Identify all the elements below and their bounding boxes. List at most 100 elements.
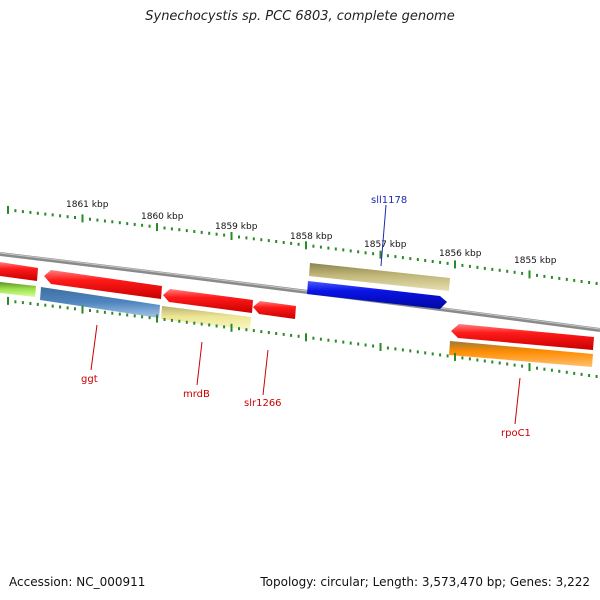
outer-scale-tick — [29, 210, 32, 214]
outer-scale-tick — [565, 277, 568, 281]
inner-scale-tick — [536, 366, 538, 370]
inner-scale-tick — [543, 367, 546, 371]
inner-scale-tick — [14, 300, 17, 304]
outer-scale-tick — [357, 250, 360, 254]
inner-scale-tick — [498, 361, 501, 365]
outer-scale-tick — [275, 240, 278, 243]
inner-scale-tick — [29, 302, 32, 305]
outer-scale-tick — [528, 270, 531, 279]
inner-scale-tick — [163, 318, 166, 321]
outer-scale-tick — [334, 247, 337, 251]
inner-scale-tick — [238, 327, 240, 331]
inner-scale-tick — [193, 321, 196, 325]
gene-label-slr1266[interactable]: slr1266 — [244, 398, 282, 409]
outer-scale-tick — [103, 219, 106, 223]
gene-rpoC1-arrow[interactable] — [451, 324, 594, 350]
gene-mrdB-feature-pale[interactable] — [161, 306, 251, 330]
genome-backbone-highlight — [0, 252, 600, 330]
outer-scale-tick — [51, 213, 54, 217]
outer-scale-tick — [96, 218, 99, 222]
inner-scale-tick — [282, 332, 285, 336]
outer-scale-tick — [208, 231, 211, 235]
inner-scale-tick — [476, 358, 479, 362]
outer-scale-tick — [59, 214, 62, 218]
outer-scale-tick — [118, 221, 121, 225]
outer-scale-tick — [595, 282, 598, 285]
inner-scale-tick — [439, 353, 442, 357]
gene-label-ggt[interactable]: ggt — [81, 374, 98, 385]
inner-scale-tick — [342, 340, 345, 344]
inner-scale-tick — [223, 325, 226, 329]
outer-scale-tick — [290, 241, 293, 245]
outer-scale-tick — [230, 232, 233, 240]
outer-scale-tick — [439, 260, 442, 264]
outer-scale-tick — [513, 270, 516, 274]
inner-scale-tick — [364, 343, 367, 347]
inner-scale-tick — [118, 312, 121, 316]
inner-scale-tick — [565, 370, 568, 374]
gene-sll1178-arrow[interactable] — [307, 281, 447, 309]
gene-rpoC1-feature-orange[interactable] — [449, 341, 593, 367]
outer-scale-tick — [156, 223, 158, 232]
inner-scale-tick — [66, 306, 69, 310]
gene-left-edge-feature-lime[interactable] — [0, 282, 36, 297]
inner-scale-tick — [111, 311, 114, 315]
outer-scale-tick — [349, 249, 352, 253]
outer-scale-tick — [498, 268, 501, 272]
outer-scale-tick — [148, 224, 151, 228]
gene-mrdB-arrow[interactable] — [163, 289, 253, 313]
outer-scale-tick — [424, 259, 427, 262]
outer-scale-tick — [327, 246, 330, 250]
outer-scale-tick — [200, 230, 203, 234]
inner-scale-tick — [319, 337, 322, 341]
topology-text: Topology: circular; Length: 3,573,470 bp… — [260, 575, 590, 589]
genome-backbone — [0, 252, 600, 332]
outer-scale-tick — [21, 210, 24, 214]
outer-scale-tick — [431, 260, 434, 263]
gene-ggt-arrow[interactable] — [44, 270, 162, 299]
outer-scale-tick — [297, 242, 300, 246]
outer-scale-tick — [36, 211, 39, 215]
leader-rpoC1 — [514, 377, 521, 425]
inner-scale-tick — [401, 348, 404, 352]
inner-scale-tick — [156, 314, 158, 323]
inner-scale-tick — [59, 305, 62, 309]
inner-scale-tick — [468, 357, 471, 361]
outer-scale-tick — [267, 239, 270, 243]
inner-scale-tick — [431, 352, 434, 356]
outer-scale-tick — [178, 228, 181, 232]
gene-slr1266-arrow[interactable] — [253, 301, 296, 319]
scale-label-1858: 1858 kbp — [290, 232, 333, 242]
inner-scale-tick — [126, 313, 129, 317]
gene-label-sll1178[interactable]: sll1178 — [371, 195, 407, 206]
inner-scale-tick — [133, 314, 136, 318]
inner-scale-tick — [36, 302, 39, 306]
outer-scale-tick — [193, 230, 196, 233]
outer-scale-tick — [215, 232, 218, 236]
outer-scale-tick — [170, 227, 173, 231]
inner-scale-tick — [334, 339, 337, 343]
scale-label-1855: 1855 kbp — [514, 256, 557, 266]
outer-scale-tick — [223, 233, 226, 237]
outer-scale-tick — [543, 274, 546, 278]
inner-scale-tick — [89, 309, 91, 312]
scale-label-1856: 1856 kbp — [439, 249, 482, 259]
outer-scale-tick — [282, 241, 285, 244]
inner-scale-tick — [267, 331, 270, 334]
gene-label-rpoC1[interactable]: rpoC1 — [501, 428, 531, 439]
gene-ggt-feature-steel[interactable] — [40, 287, 160, 318]
outer-scale-tick — [342, 248, 345, 252]
gene-left-edge-arrow[interactable] — [0, 262, 38, 281]
gene-sll1178-feature-khaki[interactable] — [309, 263, 450, 291]
scale-label-1860: 1860 kbp — [141, 212, 184, 222]
scale-label-1857: 1857 kbp — [364, 240, 407, 250]
inner-scale-tick — [245, 328, 248, 332]
gene-label-mrdB[interactable]: mrdB — [183, 389, 210, 400]
outer-scale-tick — [386, 254, 389, 258]
inner-scale-tick — [379, 343, 382, 351]
leader-sll1178 — [380, 204, 387, 267]
inner-scale-tick — [170, 318, 173, 322]
inner-scale-tick — [491, 360, 494, 364]
outer-scale-tick — [66, 215, 69, 219]
scale-label-1859: 1859 kbp — [215, 222, 258, 232]
